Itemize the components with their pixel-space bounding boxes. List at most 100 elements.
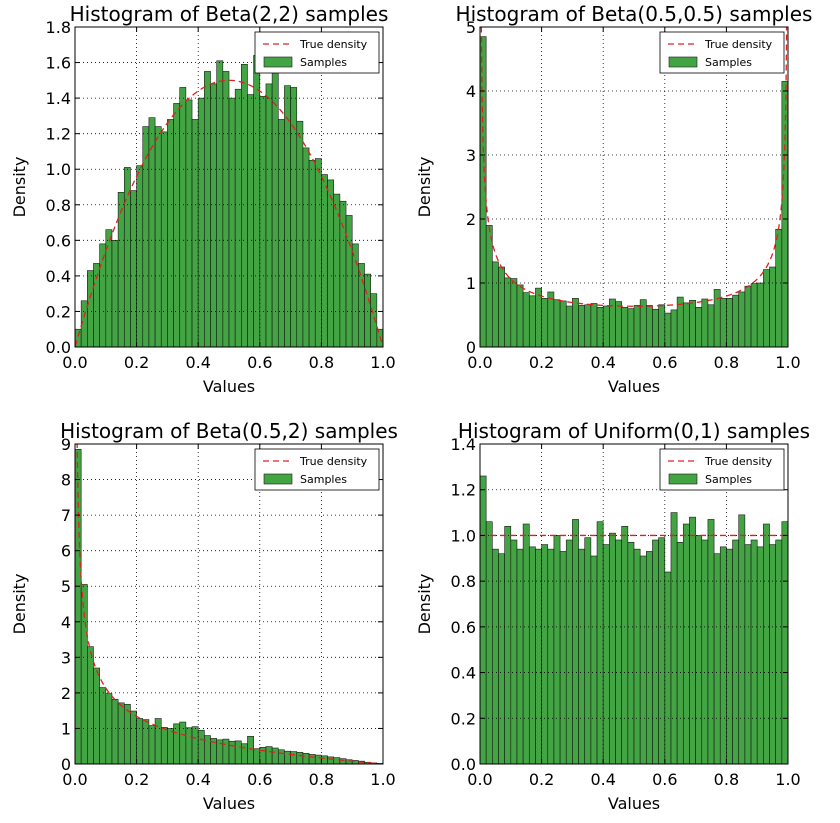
- y-tick-label: 0.4: [451, 664, 476, 683]
- histogram-bar: [179, 87, 187, 347]
- histogram-bar: [154, 126, 162, 347]
- histogram-bar: [541, 298, 549, 347]
- histogram-bar: [584, 304, 592, 347]
- histogram-bar: [602, 305, 610, 347]
- histogram-bar: [658, 304, 666, 347]
- histogram-bar: [602, 544, 610, 764]
- histogram-bar: [646, 305, 653, 347]
- x-tick-label: 1.0: [370, 770, 395, 789]
- histogram-bar: [504, 277, 512, 347]
- histogram-bar: [87, 270, 94, 347]
- true-density-line: [75, 79, 383, 347]
- histogram-bar: [732, 539, 740, 764]
- histogram-bar: [296, 120, 304, 347]
- y-tick-label: 1.2: [451, 481, 476, 500]
- histogram-bar: [565, 305, 573, 347]
- histogram-bar: [160, 131, 168, 347]
- histogram-bar: [197, 97, 205, 347]
- histogram-bar: [284, 85, 291, 347]
- histogram-bar: [769, 266, 776, 347]
- legend-label-samples: Samples: [705, 473, 752, 486]
- histogram-bar: [541, 544, 549, 764]
- histogram-bar: [314, 158, 322, 347]
- histogram-bar: [719, 298, 727, 347]
- subplot-uniform-0-1: 0.0 0.2 0.4 0.6 0.8 1.0 0.0 0.2 0.4 0.6 0.8 1.0 1.2 1…: [415, 419, 810, 813]
- histogram-bar: [682, 302, 690, 347]
- histogram-bar: [584, 537, 592, 764]
- histogram-bar: [148, 117, 156, 347]
- histogram-bar: [321, 755, 328, 764]
- histogram-bar: [136, 165, 144, 347]
- histogram-bar: [522, 523, 530, 764]
- histogram-bar: [763, 269, 770, 347]
- x-tick-label: 0.8: [714, 353, 739, 372]
- x-tick-label: 0.6: [652, 353, 677, 372]
- histogram-bar: [302, 147, 310, 347]
- y-tick-label: 0.2: [46, 302, 71, 321]
- legend: True density Samples: [659, 31, 785, 74]
- y-tick-label: 6: [61, 542, 71, 561]
- histogram-bar: [590, 555, 598, 764]
- histogram-bar: [93, 667, 100, 764]
- histogram-bar: [173, 103, 181, 347]
- histogram-bar: [535, 287, 542, 347]
- histogram-bar: [130, 710, 137, 764]
- histogram-bar: [763, 523, 770, 764]
- histogram-bar: [314, 754, 322, 764]
- chart-title: Histogram of Beta(2,2) samples: [70, 2, 389, 26]
- x-tick-label: 0.2: [529, 353, 554, 372]
- histogram-bar: [676, 541, 684, 764]
- legend-label-true-density: True density: [299, 455, 368, 468]
- histogram-bar: [485, 225, 493, 347]
- histogram-bar: [578, 305, 586, 347]
- histogram-bar: [271, 747, 279, 764]
- histogram-bar: [216, 60, 224, 347]
- legend: True density Samples: [659, 448, 785, 491]
- y-tick-label: 2: [466, 210, 476, 229]
- legend-label-samples: Samples: [300, 473, 347, 486]
- histogram-bar: [136, 718, 144, 764]
- y-tick-label: 3: [466, 146, 476, 165]
- histogram-bar: [185, 99, 193, 347]
- y-tick-label: 0.6: [46, 231, 71, 250]
- histogram-bar: [719, 546, 727, 764]
- histogram-bar: [596, 307, 604, 347]
- histogram-bar: [756, 546, 764, 764]
- histogram-bar: [228, 97, 236, 347]
- histogram-bar: [646, 551, 653, 764]
- histogram-bar: [284, 750, 291, 764]
- y-tick-label: 3: [61, 648, 71, 667]
- histogram-bar: [259, 96, 267, 347]
- histogram-bar: [130, 190, 137, 347]
- histogram-bar: [732, 294, 740, 347]
- y-tick-label: 1.6: [46, 54, 71, 73]
- x-tick-label: 1.0: [775, 770, 800, 789]
- legend: True density Samples: [254, 31, 380, 74]
- histogram-bar: [744, 285, 752, 347]
- y-axis-label: Density: [10, 157, 29, 218]
- y-tick-label: 2: [61, 684, 71, 703]
- histogram-bar: [775, 228, 783, 347]
- histogram-bar: [670, 512, 678, 764]
- histogram-bar: [726, 298, 733, 347]
- histogram-bar: [327, 179, 335, 347]
- histogram-bar: [117, 192, 125, 347]
- legend-bar-swatch: [668, 473, 698, 485]
- y-tick-label: 1.4: [46, 89, 71, 108]
- bars: [480, 475, 788, 764]
- legend-label-samples: Samples: [705, 56, 752, 69]
- legend: True density Samples: [254, 448, 380, 491]
- histogram-bar: [197, 729, 205, 764]
- histogram-bar: [775, 539, 783, 764]
- histogram-bar: [277, 749, 285, 764]
- y-tick-label: 7: [61, 506, 71, 525]
- histogram-bar: [253, 748, 261, 764]
- histogram-bar: [364, 273, 371, 347]
- x-tick-label: 0.6: [247, 770, 272, 789]
- y-tick-label: 0.6: [451, 618, 476, 637]
- histogram-bar: [302, 753, 310, 764]
- histogram-bar: [99, 687, 107, 764]
- histogram-bar: [185, 727, 193, 764]
